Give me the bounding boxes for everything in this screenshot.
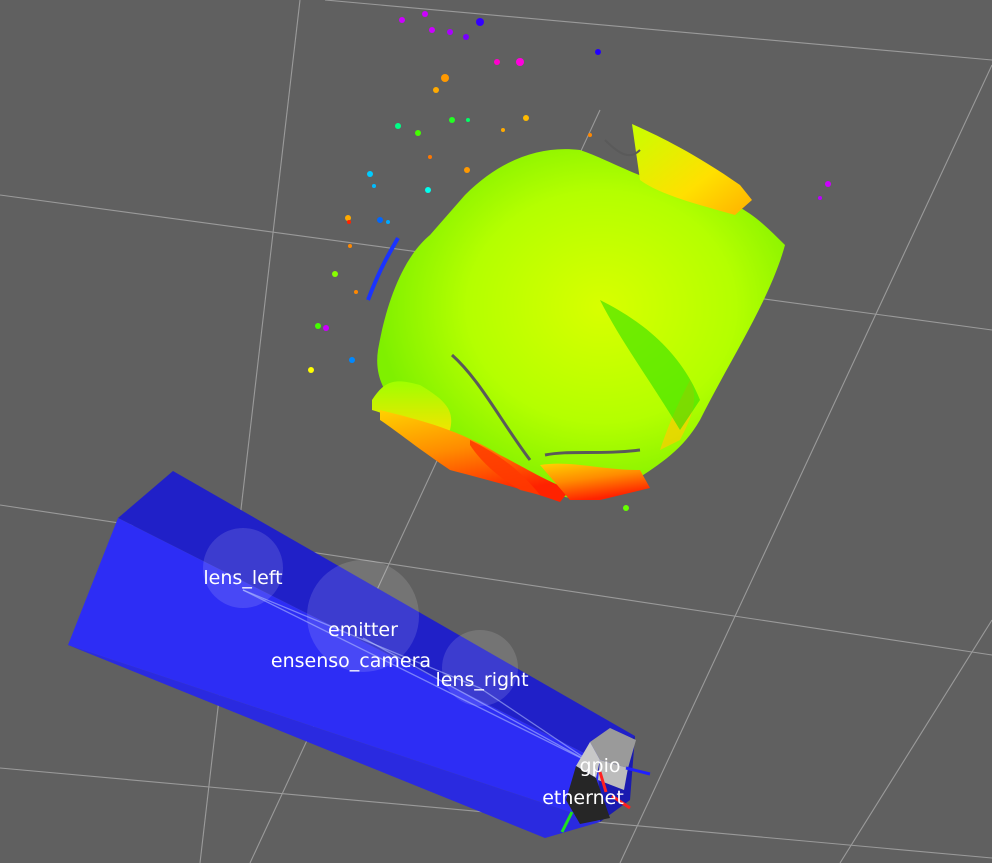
frame-label-lens-right: lens_right (435, 669, 528, 691)
frame-label-lens-left: lens_left (203, 567, 282, 589)
z-axis-marker (625, 766, 651, 776)
camera-body (68, 471, 635, 838)
lens-spheres (203, 528, 518, 706)
frame-label-gpio: gpio (579, 755, 620, 777)
frame-label-emitter: emitter (328, 619, 398, 641)
point-cloud-blue-streak (366, 237, 400, 301)
y-axis-marker (560, 811, 574, 833)
frame-label-ethernet: ethernet (542, 787, 624, 809)
axis-markers (560, 766, 651, 833)
connector-block (566, 728, 636, 824)
tf-links (242, 589, 596, 766)
frame-label-ensenso-camera: ensenso_camera (271, 650, 431, 672)
x-axis-marker (598, 771, 608, 793)
x-axis-marker (611, 794, 631, 810)
point-cloud-object (372, 124, 785, 502)
